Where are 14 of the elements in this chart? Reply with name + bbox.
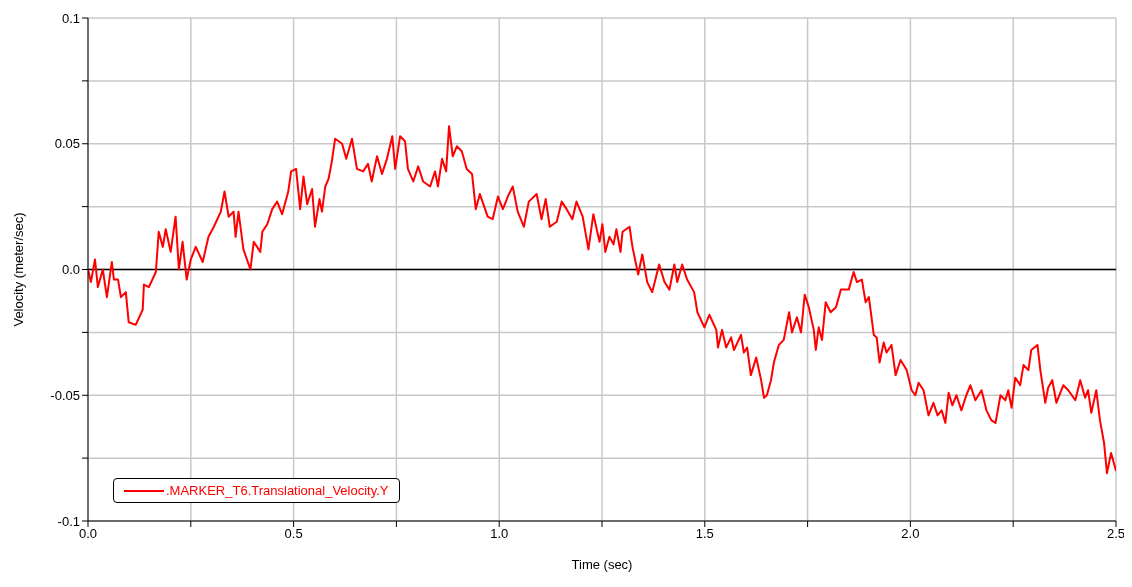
legend-label: .MARKER_T6.Translational_Velocity.Y	[166, 483, 389, 498]
x-tick-label: 0.0	[78, 526, 98, 542]
y-tick-label: -0.1	[57, 513, 80, 529]
x-tick-label: 1.5	[695, 526, 714, 542]
x-tick-label: 0.5	[284, 526, 303, 542]
y-axis-title: Velocity (meter/sec)	[10, 212, 26, 327]
y-tick-label: 0.05	[54, 136, 80, 152]
y-tick-label: 0.0	[61, 262, 80, 278]
x-tick-label: 2.5	[1106, 526, 1126, 542]
x-tick-label: 1.0	[490, 526, 509, 542]
x-tick-label: 2.0	[901, 526, 920, 542]
y-tick-label: 0.1	[61, 10, 80, 26]
x-axis-title: Time (sec)	[571, 557, 633, 572]
y-tick-label: -0.05	[50, 387, 80, 403]
